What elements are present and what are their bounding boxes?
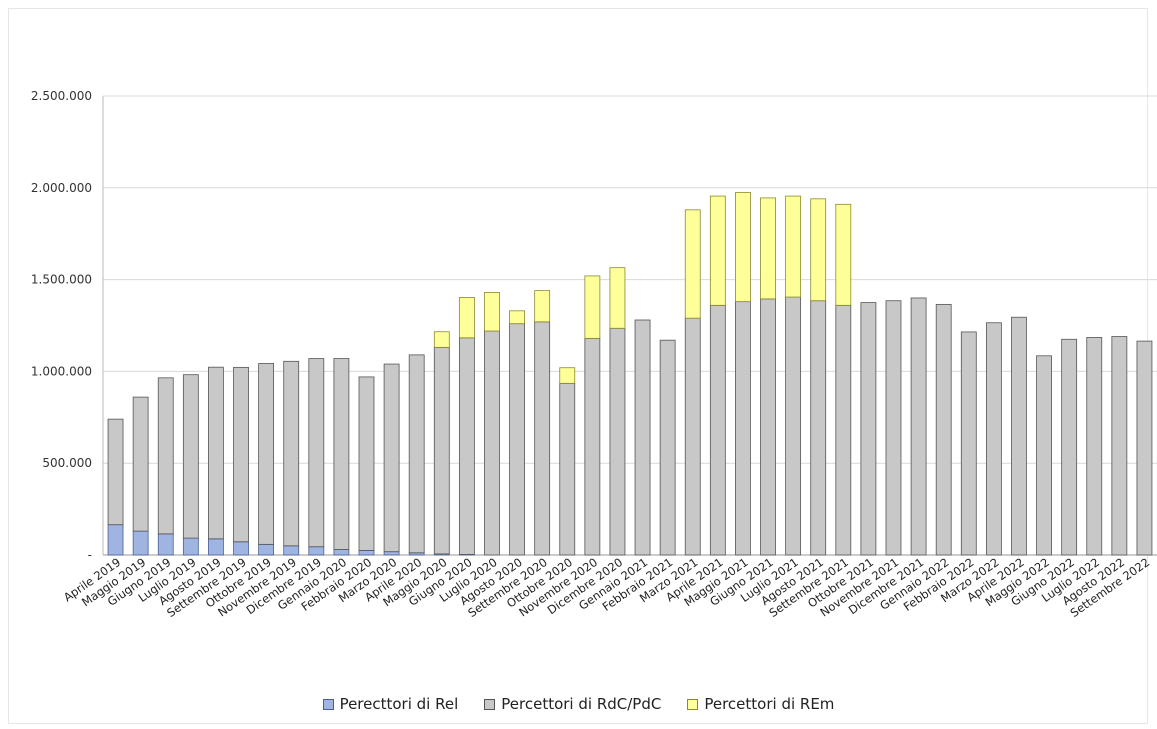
legend-item: Percettori di REm — [687, 695, 834, 713]
bar-segment-series-1 — [308, 358, 325, 548]
bar-segment-series-1 — [358, 376, 375, 551]
bar-segment-series-1 — [835, 304, 852, 556]
bar-segment-series-2 — [534, 290, 551, 323]
bar-segment-series-0 — [358, 550, 375, 556]
bar-segment-series-2 — [684, 209, 701, 319]
bar-segment-series-1 — [1111, 336, 1128, 556]
bar-segment-series-1 — [910, 297, 927, 556]
bar-segment-series-1 — [157, 377, 174, 535]
bar-segment-series-0 — [157, 533, 174, 556]
legend-swatch — [687, 698, 699, 710]
bar-segment-series-1 — [283, 360, 300, 547]
bar-segment-series-1 — [584, 337, 601, 556]
bar-segment-series-2 — [835, 203, 852, 306]
bar-segment-series-0 — [208, 538, 224, 556]
bar-segment-series-1 — [408, 354, 425, 554]
bar-segment-series-2 — [559, 367, 576, 384]
bar-segment-series-1 — [659, 339, 676, 556]
bar-segment-series-1 — [258, 363, 275, 545]
chart-frame — [8, 8, 1148, 724]
bar-segment-series-1 — [634, 319, 651, 556]
bar-segment-series-0 — [182, 537, 199, 556]
bar-segment-series-1 — [559, 382, 576, 556]
bar-segment-series-1 — [509, 323, 525, 556]
bar-segment-series-1 — [709, 304, 726, 556]
legend-item: Percettori di RdC/PdC — [484, 695, 661, 713]
bar-segment-series-1 — [684, 317, 701, 556]
legend-label: Percettori di RdC/PdC — [501, 695, 662, 713]
y-axis-ticks: - 500.000 1.000.000 1.500.000 2.000.000 2.500… — [31, 89, 92, 562]
legend: Perecttori di Rel Percettori di RdC/PdC Pe… — [0, 695, 1157, 714]
bar-segment-series-1 — [985, 322, 1002, 556]
legend-swatch — [322, 698, 334, 710]
bar-segment-series-2 — [785, 195, 802, 298]
bar-segment-series-1 — [383, 363, 400, 553]
bar-segment-series-1 — [735, 301, 751, 556]
bar-segment-series-1 — [860, 302, 877, 556]
bar-segment-series-1 — [333, 358, 350, 550]
bar-segment-series-1 — [785, 296, 802, 556]
bar-segment-series-1 — [760, 298, 776, 556]
bar-segment-series-1 — [885, 300, 902, 556]
bar-segment-series-2 — [810, 198, 827, 302]
bar-segment-series-2 — [584, 275, 601, 339]
bar-segment-series-1 — [1061, 338, 1078, 556]
bar-segment-series-0 — [283, 545, 300, 556]
bar-segment-series-2 — [735, 191, 751, 303]
bar-segment-series-1 — [534, 321, 551, 556]
legend-item: Perecttori di Rel — [322, 695, 459, 713]
legend-label: Perecttori di Rel — [339, 695, 459, 713]
bar-segment-series-1 — [107, 418, 124, 526]
bar-segment-series-1 — [208, 366, 224, 540]
bar-segment-series-2 — [709, 195, 726, 306]
y-tick-label: 500.000 — [42, 456, 92, 470]
bar-segment-series-2 — [760, 197, 776, 300]
y-tick-label: 2.500.000 — [31, 89, 92, 103]
bar-segment-series-1 — [132, 396, 149, 532]
bar-segment-series-1 — [1136, 340, 1153, 556]
bar-segment-series-1 — [1011, 316, 1027, 556]
bar-segment-series-1 — [458, 337, 475, 555]
bar-segment-series-0 — [258, 543, 275, 556]
gridlines — [102, 95, 1157, 556]
bar-segment-series-2 — [609, 267, 626, 329]
bar-segment-series-0 — [383, 551, 400, 556]
bar-segment-series-1 — [810, 300, 827, 556]
bar-segment-series-0 — [233, 541, 249, 556]
bar-segment-series-1 — [609, 327, 626, 556]
legend-label: Percettori di REm — [704, 695, 835, 713]
y-tick-label: 2.000.000 — [31, 181, 92, 195]
bar-segment-series-0 — [308, 546, 325, 556]
bar-segment-series-0 — [107, 524, 124, 556]
bar-segment-series-2 — [509, 310, 525, 325]
bar-segment-series-1 — [960, 331, 977, 556]
legend-swatch — [484, 698, 496, 710]
bar-segment-series-1 — [1036, 355, 1052, 556]
bars — [107, 191, 1153, 556]
bar-segment-series-0 — [132, 530, 149, 556]
bar-segment-series-0 — [333, 549, 350, 556]
y-tick-label: - — [88, 548, 92, 562]
bar-segment-series-1 — [935, 303, 952, 556]
bar-segment-series-2 — [458, 297, 475, 339]
y-tick-label: 1.000.000 — [31, 364, 92, 378]
bar-segment-series-2 — [433, 331, 450, 348]
bar-segment-series-1 — [182, 374, 199, 539]
bar-segment-series-1 — [484, 330, 500, 556]
bar-segment-series-1 — [433, 346, 450, 555]
bar-segment-series-2 — [484, 292, 500, 332]
y-tick-label: 1.500.000 — [31, 273, 92, 287]
bar-segment-series-1 — [1086, 337, 1103, 556]
bar-segment-series-1 — [233, 366, 249, 543]
